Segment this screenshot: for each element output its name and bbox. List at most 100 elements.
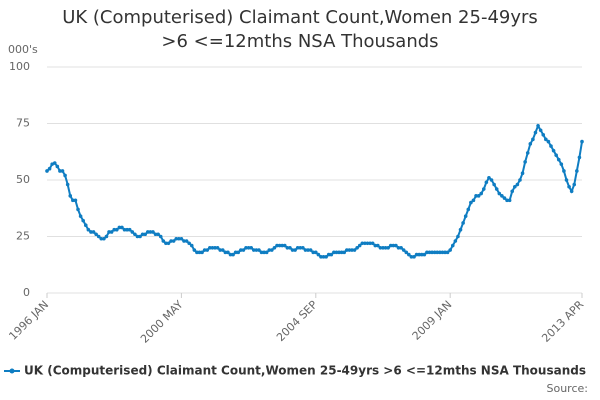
point-marker bbox=[381, 246, 385, 250]
point-marker bbox=[290, 248, 295, 252]
point-marker bbox=[179, 236, 184, 241]
point-marker bbox=[523, 160, 527, 164]
point-marker bbox=[337, 250, 341, 255]
point-marker bbox=[138, 234, 142, 239]
point-marker bbox=[63, 173, 67, 178]
point-marker bbox=[192, 248, 197, 252]
point-marker bbox=[453, 239, 458, 243]
point-marker bbox=[505, 198, 509, 203]
point-marker bbox=[282, 243, 287, 248]
point-marker bbox=[450, 243, 455, 248]
point-marker bbox=[200, 250, 204, 255]
point-marker bbox=[515, 182, 520, 187]
point-marker bbox=[494, 187, 499, 191]
point-marker bbox=[298, 246, 303, 250]
point-marker bbox=[484, 180, 489, 185]
point-marker bbox=[96, 234, 101, 239]
point-marker bbox=[308, 248, 313, 252]
point-marker bbox=[510, 189, 515, 194]
point-marker bbox=[60, 169, 65, 173]
y-tick-label: 75 bbox=[16, 117, 30, 130]
point-marker bbox=[373, 243, 378, 248]
point-marker bbox=[218, 248, 222, 252]
point-marker bbox=[394, 243, 398, 248]
point-marker bbox=[83, 223, 88, 227]
point-marker bbox=[489, 178, 494, 182]
point-marker bbox=[549, 144, 553, 148]
point-marker bbox=[107, 230, 111, 234]
point-marker bbox=[236, 250, 241, 255]
point-marker bbox=[246, 246, 251, 250]
point-marker bbox=[215, 246, 220, 250]
point-marker bbox=[244, 246, 248, 250]
point-marker bbox=[161, 239, 166, 243]
point-marker bbox=[285, 246, 290, 250]
point-marker bbox=[350, 248, 354, 252]
point-marker bbox=[133, 232, 137, 237]
point-marker bbox=[357, 243, 362, 248]
point-marker bbox=[127, 227, 132, 232]
point-marker bbox=[45, 169, 49, 173]
point-marker bbox=[47, 166, 52, 171]
point-marker bbox=[500, 194, 504, 198]
point-marker bbox=[112, 227, 116, 232]
point-marker bbox=[425, 250, 429, 255]
point-marker bbox=[288, 246, 292, 250]
point-marker bbox=[487, 175, 491, 180]
point-marker bbox=[481, 187, 486, 191]
point-marker bbox=[417, 252, 421, 257]
point-marker bbox=[432, 250, 437, 255]
point-marker bbox=[471, 198, 476, 203]
point-marker bbox=[231, 252, 235, 257]
point-marker bbox=[135, 234, 140, 239]
point-marker bbox=[569, 189, 574, 194]
point-marker bbox=[363, 241, 367, 246]
point-marker bbox=[166, 241, 171, 246]
point-marker bbox=[89, 230, 93, 234]
point-marker bbox=[461, 221, 465, 225]
point-marker bbox=[140, 232, 145, 237]
point-marker bbox=[104, 234, 109, 239]
point-marker bbox=[334, 250, 339, 255]
point-marker bbox=[86, 227, 91, 232]
point-marker bbox=[257, 248, 261, 252]
point-marker bbox=[541, 133, 546, 137]
point-marker bbox=[189, 243, 194, 248]
point-marker bbox=[391, 243, 396, 248]
point-marker bbox=[546, 139, 551, 144]
point-marker bbox=[306, 248, 310, 252]
point-marker bbox=[513, 184, 517, 189]
point-marker bbox=[479, 191, 484, 196]
point-marker bbox=[443, 250, 447, 255]
point-marker bbox=[226, 250, 230, 255]
point-marker bbox=[520, 171, 525, 176]
point-marker bbox=[174, 236, 179, 241]
point-marker bbox=[316, 252, 321, 257]
point-marker bbox=[575, 169, 579, 173]
point-marker bbox=[68, 194, 73, 198]
point-marker bbox=[303, 248, 308, 252]
y-tick-label: 25 bbox=[16, 230, 30, 243]
point-marker bbox=[109, 230, 114, 234]
point-marker bbox=[71, 198, 75, 203]
point-marker bbox=[270, 248, 274, 252]
point-marker bbox=[251, 248, 256, 252]
point-marker bbox=[293, 248, 297, 252]
point-marker bbox=[448, 248, 452, 252]
point-marker bbox=[319, 255, 323, 259]
point-marker bbox=[567, 184, 571, 189]
point-marker bbox=[339, 250, 344, 255]
point-marker bbox=[205, 248, 210, 252]
y-tick-label: 0 bbox=[23, 286, 30, 299]
point-marker bbox=[78, 214, 83, 218]
point-marker bbox=[249, 246, 253, 250]
y-axis-label: 000's bbox=[8, 43, 38, 56]
point-marker bbox=[533, 130, 538, 135]
x-tick-label: 2013 APR bbox=[539, 298, 586, 345]
point-marker bbox=[210, 246, 215, 250]
point-marker bbox=[130, 230, 135, 234]
point-marker bbox=[311, 250, 316, 255]
point-marker bbox=[577, 155, 582, 160]
point-marker bbox=[528, 142, 533, 146]
